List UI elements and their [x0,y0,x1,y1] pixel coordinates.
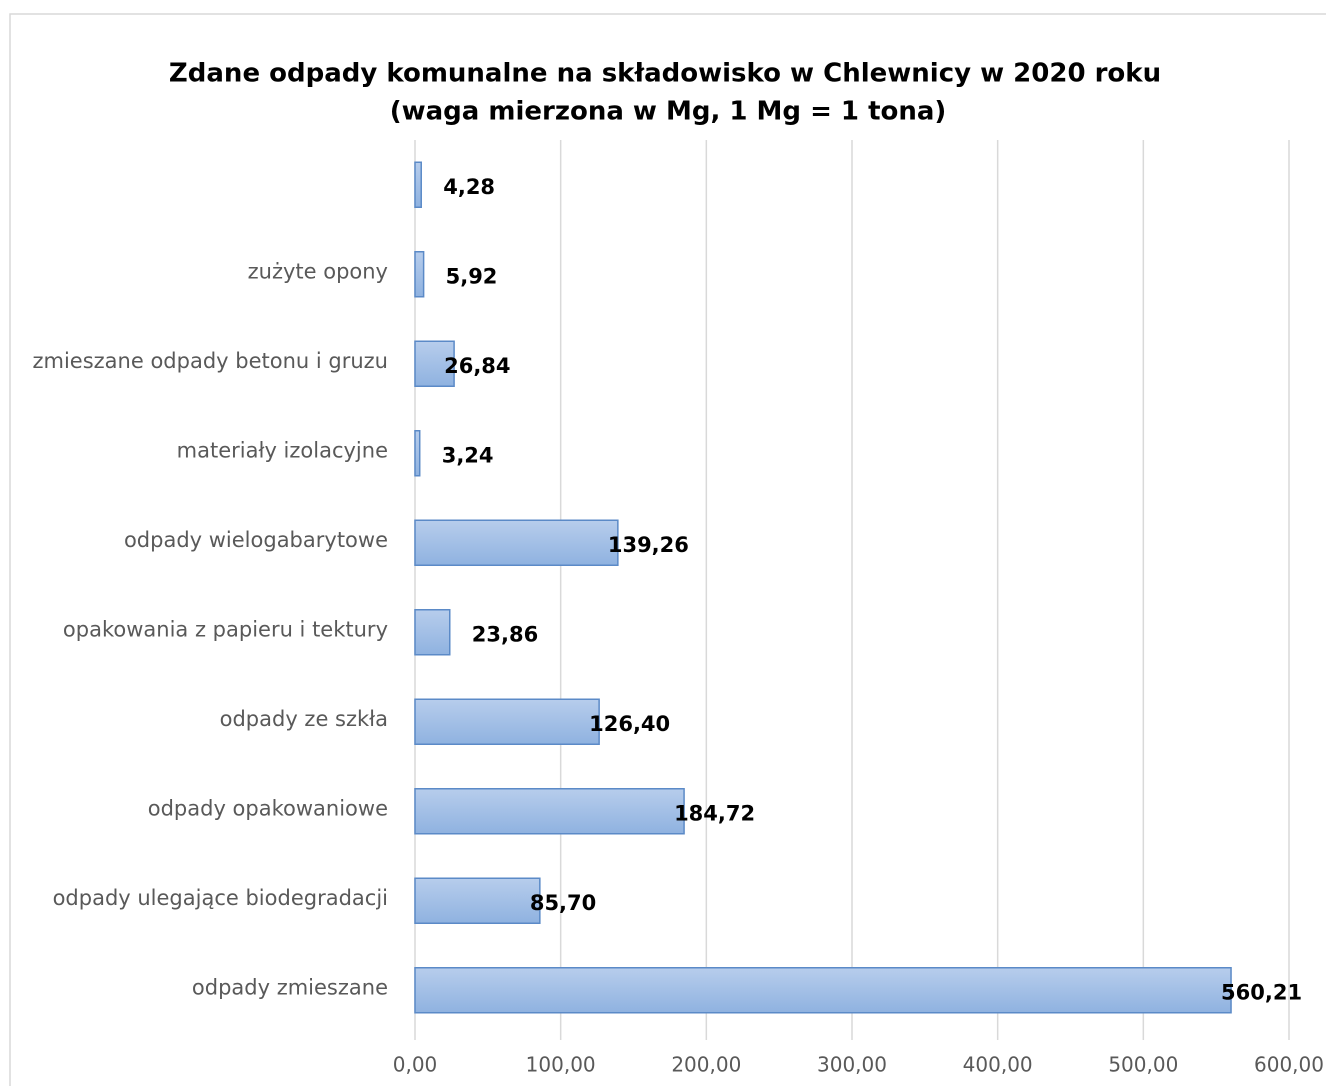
bar [414,877,541,924]
data-label: 85,70 [530,891,596,915]
data-label: 3,24 [442,443,494,467]
x-tick-label: 0,00 [393,1053,438,1077]
y-tick-label: opakowania z papieru i tektury [63,617,388,641]
x-tick-label: 300,00 [817,1053,887,1077]
x-tick-label: 400,00 [963,1053,1033,1077]
chart-subtitle: (waga mierzona w Mg, 1 Mg = 1 tona) [390,97,947,127]
data-label: 26,84 [444,354,510,378]
y-tick-label: odpady zmieszane [192,975,388,999]
x-tick-label: 200,00 [671,1053,741,1077]
y-tick-label: zużyte opony [248,259,388,283]
y-tick-label: odpady wielogabarytowe [124,528,388,552]
data-label: 4,28 [443,175,495,199]
chart-border [9,13,1326,1090]
bar [414,519,619,566]
y-tick-label: odpady ze szkła [220,707,388,731]
y-tick-label: zmieszane odpady betonu i gruzu [32,349,388,373]
x-tick-label: 500,00 [1108,1053,1178,1077]
x-tick-label: 100,00 [526,1053,596,1077]
bar [414,967,1232,1014]
bar [414,251,425,298]
data-label: 560,21 [1221,980,1302,1004]
bar [414,161,422,208]
bar [414,698,600,745]
data-label: 184,72 [674,801,755,825]
bar [414,430,421,477]
y-tick-label: odpady ulegające biodegradacji [53,886,388,910]
data-label: 139,26 [608,533,689,557]
bar [414,609,451,656]
data-label: 126,40 [589,712,670,736]
bar [414,340,455,387]
y-tick-label: odpady opakowaniowe [148,796,388,820]
x-tick-label: 600,00 [1254,1053,1324,1077]
data-label: 23,86 [472,622,538,646]
y-tick-label: materiały izolacyjne [177,438,388,462]
chart-title: Zdane odpady komunalne na składowisko w … [169,59,1161,89]
data-label: 5,92 [446,264,498,288]
bar [414,788,685,835]
